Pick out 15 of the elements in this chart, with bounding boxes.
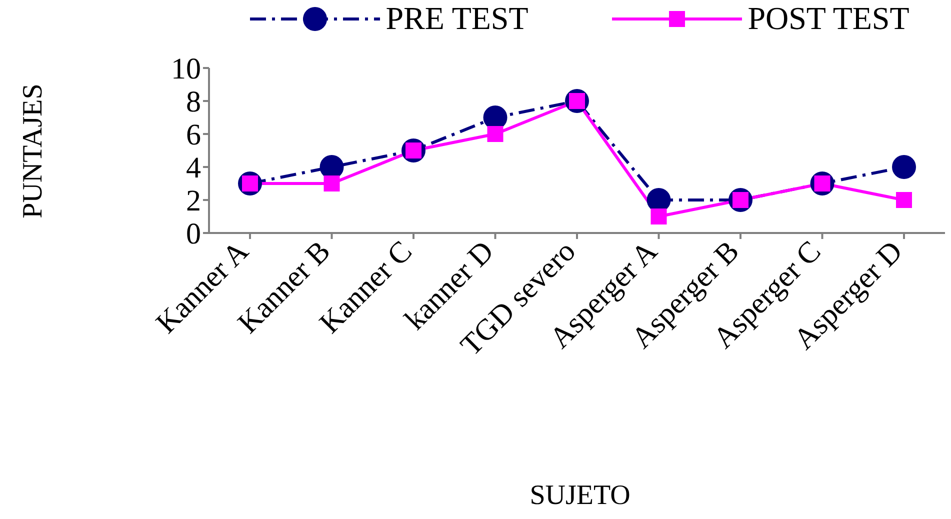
y-tick-label: 6: [186, 118, 201, 152]
y-tick-label: 2: [186, 184, 201, 218]
x-axis-title: SUJETO: [528, 480, 632, 512]
point: [650, 208, 667, 224]
y-axis-title: PUNTAJES: [17, 83, 49, 218]
y-tick-label: 10: [171, 52, 201, 86]
legend-label: POST TEST: [748, 0, 910, 37]
point: [487, 126, 504, 142]
y-tick-label: 8: [186, 86, 201, 119]
legend-label: PRE TEST: [386, 0, 528, 37]
point: [892, 155, 916, 179]
point: [324, 176, 340, 192]
y-tick-label: 4: [186, 152, 201, 185]
point: [896, 192, 912, 208]
y-tick-label: 0: [186, 218, 201, 251]
